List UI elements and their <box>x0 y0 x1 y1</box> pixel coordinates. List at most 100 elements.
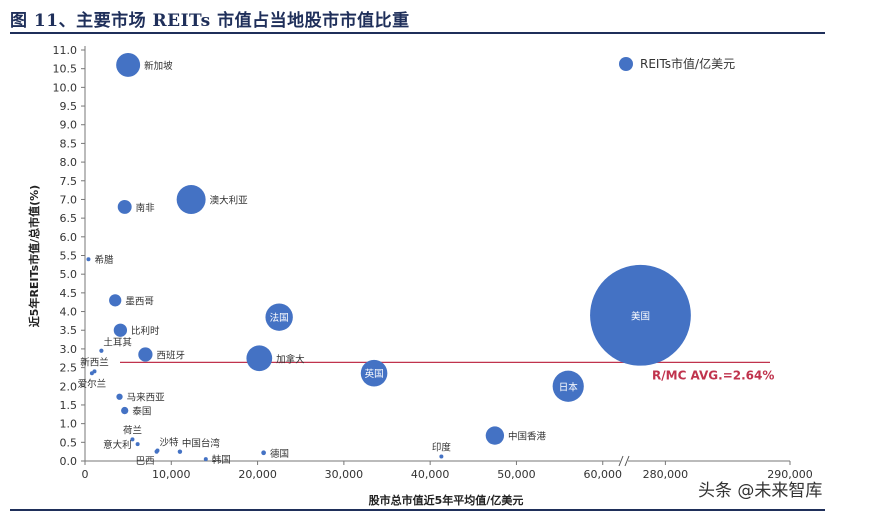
bubble-泰国 <box>121 406 129 415</box>
bubble-日本 <box>552 370 584 402</box>
bubble-label: 加拿大 <box>276 353 305 365</box>
title-rule <box>10 32 825 34</box>
bubble-韩国 <box>203 457 208 462</box>
x-tick-label: 40,000 <box>411 468 450 481</box>
bubble-label: 新加坡 <box>144 60 173 72</box>
y-tick-label: 6.0 <box>60 231 78 244</box>
legend-label: REITs市值/亿美元 <box>640 56 735 71</box>
y-tick-label: 2.0 <box>60 380 78 393</box>
bubble-加拿大 <box>246 345 273 372</box>
x-tick-label: 60,000 <box>583 468 622 481</box>
axis-break-mark <box>618 455 624 467</box>
y-tick-label: 10.0 <box>53 81 78 94</box>
x-axis-title: 股市总市值近5年平均值/亿美元 <box>369 493 524 507</box>
average-line-group: R/MC AVG.=2.64% <box>120 361 774 382</box>
bubble-label: 法国 <box>270 312 289 324</box>
x-tick-label: 30,000 <box>325 468 364 481</box>
bubble-label: 中国台湾 <box>182 437 221 449</box>
y-tick-label: 10.5 <box>53 63 78 76</box>
y-tick-label: 5.5 <box>60 250 78 263</box>
legend: REITs市值/亿美元 <box>619 56 735 71</box>
bubble-墨西哥 <box>109 294 122 307</box>
axes: 0.0 0.5 1.0 1.5 2.0 2.5 3.0 3.5 4.0 4.5 5.0 5.5 6.0 6… <box>53 44 813 481</box>
y-tick-label: 2.5 <box>60 362 78 375</box>
x-tick-label: 0 <box>82 468 89 481</box>
bubble-英国 <box>360 359 388 387</box>
bubble-中国台湾 <box>177 449 183 454</box>
y-tick-label: 1.0 <box>60 418 78 431</box>
bubble-label: 土耳其 <box>103 337 132 349</box>
bubble-label: 西班牙 <box>157 350 186 362</box>
bubble-label: 南非 <box>136 202 156 214</box>
y-tick-label: 5.0 <box>60 268 78 281</box>
y-tick-label: 11.0 <box>53 44 78 57</box>
y-tick-label: 0.0 <box>60 455 78 468</box>
figure-title: 图 11、主要市场 REITs 市值占当地股市市值比重 <box>10 11 410 31</box>
y-tick-label: 3.0 <box>60 343 78 356</box>
bottom-rule <box>10 509 825 511</box>
bubble-意大利 <box>135 442 140 447</box>
bubble-label: 马来西亚 <box>127 393 166 404</box>
y-tick-label: 0.5 <box>60 436 78 449</box>
y-tick-label: 4.0 <box>60 306 78 319</box>
bubble-西班牙 <box>138 347 153 362</box>
watermark: 头条 @未来智库 <box>698 481 823 501</box>
bubble-比利时 <box>113 323 128 337</box>
bubble-土耳其 <box>99 348 104 353</box>
bubble-label: 爱尔兰 <box>78 378 107 390</box>
axis-break-gap <box>620 456 628 466</box>
bubble-label: 德国 <box>270 448 289 460</box>
bubble-马来西亚 <box>116 393 123 400</box>
bubble-印度 <box>439 454 444 459</box>
average-line-label: R/MC AVG.=2.64% <box>652 368 774 382</box>
y-tick-label: 8.0 <box>60 156 78 169</box>
bubble-label: 印度 <box>432 442 452 454</box>
x-tick-label: 280,000 <box>643 468 689 481</box>
bubble-label: 沙特 <box>159 437 179 449</box>
bubble-label: 英国 <box>365 368 384 380</box>
x-tick-label: 50,000 <box>497 468 536 481</box>
bubble-南非 <box>117 199 132 214</box>
y-tick-label: 1.5 <box>60 399 78 412</box>
bubble-巴西 <box>154 449 159 454</box>
bubble-爱尔兰 <box>89 371 94 376</box>
bubbles <box>86 52 691 462</box>
y-tick-label: 9.5 <box>60 100 78 113</box>
bubble-label: 意大利 <box>103 439 132 451</box>
bubble-中国香港 <box>485 426 505 445</box>
bubble-label: 日本 <box>559 381 579 393</box>
bubble-label: 澳大利亚 <box>210 194 249 206</box>
bubble-法国 <box>265 303 293 331</box>
bubble-新加坡 <box>116 52 141 77</box>
y-tick-label: 8.5 <box>60 137 78 150</box>
x-tick-label: 10,000 <box>152 468 191 481</box>
bubble-label: 墨西哥 <box>125 296 154 307</box>
bubble-荷兰 <box>130 437 135 442</box>
y-tick-label: 3.5 <box>60 324 78 337</box>
bubble-label: 美国 <box>631 310 650 322</box>
bubble-澳大利亚 <box>176 184 206 214</box>
bubble-希腊 <box>86 257 91 262</box>
x-tick-label: 20,000 <box>238 468 277 481</box>
bubble-label: 韩国 <box>212 454 231 466</box>
bubble-label: 中国香港 <box>508 431 547 443</box>
bubble-label: 泰国 <box>132 406 151 418</box>
bubble-德国 <box>261 450 266 456</box>
axis-break-mark <box>624 455 630 467</box>
legend-marker <box>619 57 633 71</box>
bubble-label: 希腊 <box>94 254 114 266</box>
bubble-label: 新西兰 <box>80 356 109 368</box>
bubble-label: 比利时 <box>131 325 160 337</box>
y-axis-title: 近5年REITs市值/总市值(%) <box>27 185 41 327</box>
bubble-label: 巴西 <box>136 456 155 467</box>
x-tick-label: 290,000 <box>767 468 813 481</box>
y-axis-title-group: 近5年REITs市值/总市值(%) <box>27 185 41 327</box>
y-tick-label: 4.5 <box>60 287 78 300</box>
y-tick-label: 7.5 <box>60 175 78 188</box>
bubble-美国 <box>590 264 691 366</box>
y-tick-label: 7.0 <box>60 193 78 206</box>
y-tick-label: 9.0 <box>60 119 78 132</box>
bubble-label: 荷兰 <box>123 424 142 436</box>
